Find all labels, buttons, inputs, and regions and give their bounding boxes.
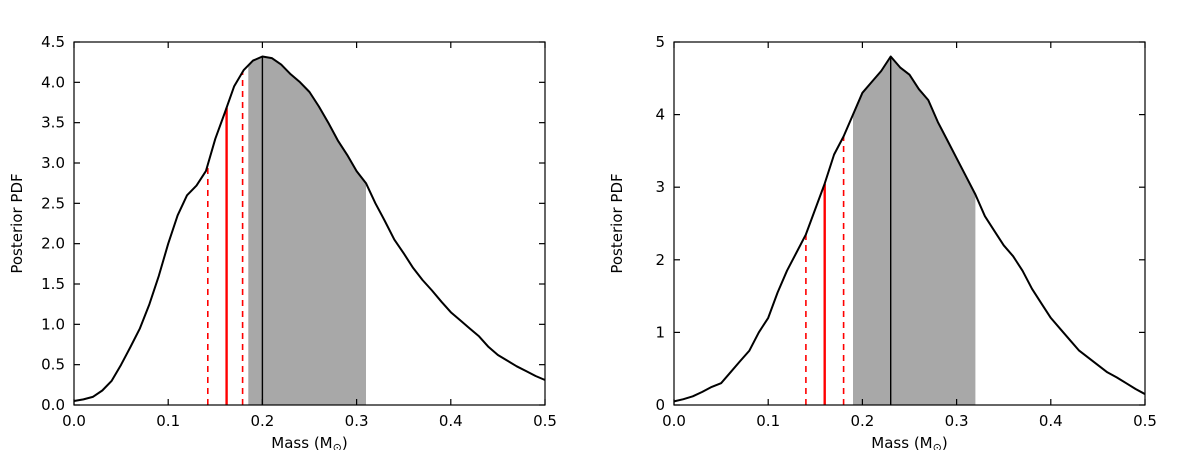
y-tick-label: 4.0: [41, 73, 65, 91]
x-tick-label: 0.3: [945, 412, 969, 430]
x-tick-label: 0.4: [1039, 412, 1063, 430]
x-axis-label: Mass (M⊙): [871, 434, 947, 450]
y-tick-label: 2.5: [41, 194, 65, 212]
y-tick-label: 4.5: [41, 33, 65, 51]
x-tick-label: 0.4: [439, 412, 463, 430]
axes-frame: [73, 41, 546, 406]
y-tick-label: 1.5: [41, 275, 65, 293]
credible-interval-shading: [248, 56, 366, 405]
y-tick-label: 3.0: [41, 154, 65, 172]
y-axis-label: Posterior PDF: [8, 173, 26, 273]
right-chart-panel: 0.0 0.1 0.2 0.3 0.4 0.5 0 1 2 3 4 5 Mass (M⊙) Posteri…: [600, 0, 1200, 450]
x-tick-label: 0.2: [250, 412, 274, 430]
y-tick-label: 4: [655, 106, 665, 124]
x-tick-label: 0.0: [662, 412, 686, 430]
left-posterior-pdf-chart: 0.0 0.1 0.2 0.3 0.4 0.5 0.0 0.5 1.0 1.5 2.0 2.5 3.0 3…: [8, 33, 557, 450]
left-chart-panel: 0.0 0.1 0.2 0.3 0.4 0.5 0.0 0.5 1.0 1.5 2.0 2.5 3.0 3…: [8, 33, 557, 450]
posterior-pdf-curve: [673, 55, 1146, 403]
y-tick-label: 0.0: [41, 396, 65, 414]
y-tick-label: 0: [655, 396, 665, 414]
y-tick-label: 2.0: [41, 235, 65, 253]
x-tick-label: 0.1: [756, 412, 780, 430]
y-tick-label: 1: [655, 323, 665, 341]
y-tick-label: 5: [655, 33, 665, 51]
x-tick-label: 0.5: [533, 412, 557, 430]
posterior-pdf-curve: [73, 55, 546, 402]
x-tick-label: 0.5: [1133, 412, 1157, 430]
y-tick-label: 2: [655, 251, 665, 269]
y-tick-label: 3: [655, 178, 665, 196]
x-tick-label: 0.3: [345, 412, 369, 430]
axes-frame: [673, 41, 1146, 406]
credible-interval-shading: [853, 56, 976, 405]
x-tick-label: 0.1: [156, 412, 180, 430]
right-posterior-pdf-chart: 0.0 0.1 0.2 0.3 0.4 0.5 0 1 2 3 4 5 Mass (M⊙) Posteri…: [608, 33, 1157, 450]
y-axis-label: Posterior PDF: [608, 173, 626, 273]
x-axis-label: Mass (M⊙): [271, 434, 347, 450]
x-tick-label: 0.0: [62, 412, 86, 430]
y-tick-label: 1.0: [41, 315, 65, 333]
y-tick-label: 0.5: [41, 356, 65, 374]
x-tick-label: 0.2: [850, 412, 874, 430]
y-tick-label: 3.5: [41, 114, 65, 132]
